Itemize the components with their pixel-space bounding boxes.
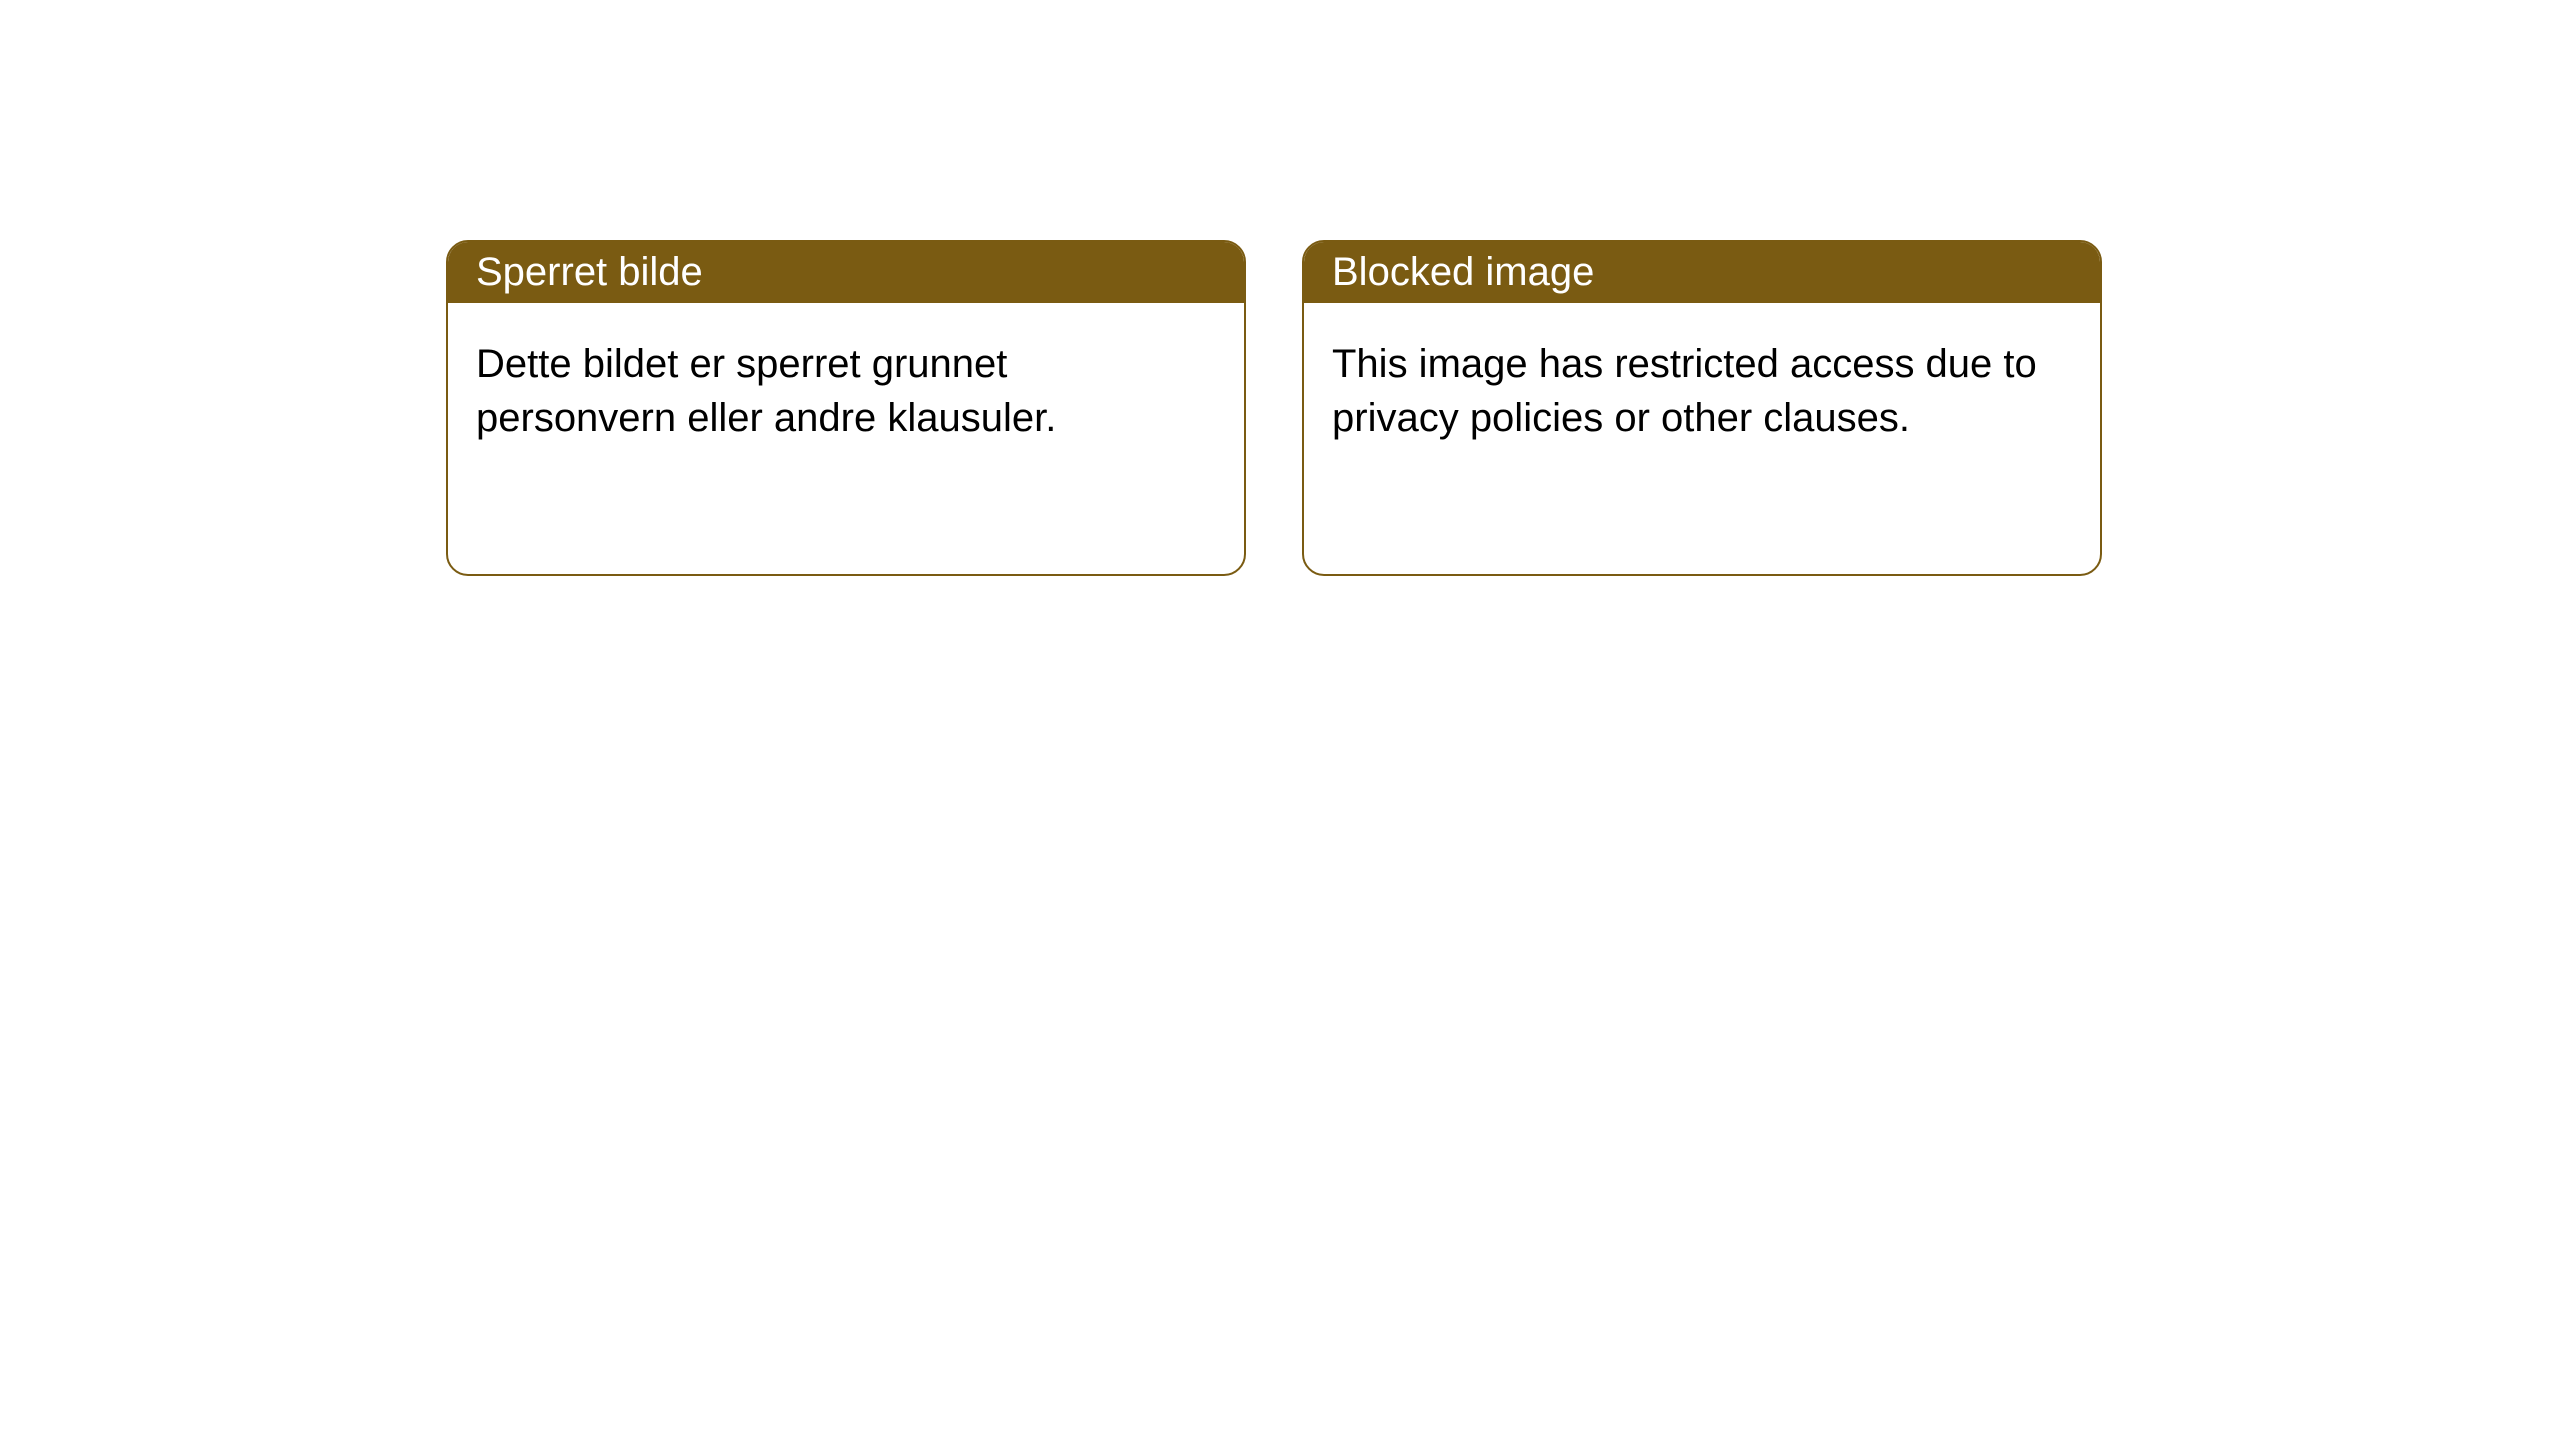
blocked-image-card-no: Sperret bilde Dette bildet er sperret gr… xyxy=(446,240,1246,576)
card-body-en: This image has restricted access due to … xyxy=(1304,303,2100,479)
card-title-en: Blocked image xyxy=(1332,250,1594,294)
card-message-no: Dette bildet er sperret grunnet personve… xyxy=(476,342,1056,440)
cards-container: Sperret bilde Dette bildet er sperret gr… xyxy=(446,240,2102,576)
card-header-no: Sperret bilde xyxy=(448,242,1244,303)
card-message-en: This image has restricted access due to … xyxy=(1332,342,2037,440)
card-body-no: Dette bildet er sperret grunnet personve… xyxy=(448,303,1244,479)
card-title-no: Sperret bilde xyxy=(476,250,703,294)
blocked-image-card-en: Blocked image This image has restricted … xyxy=(1302,240,2102,576)
card-header-en: Blocked image xyxy=(1304,242,2100,303)
